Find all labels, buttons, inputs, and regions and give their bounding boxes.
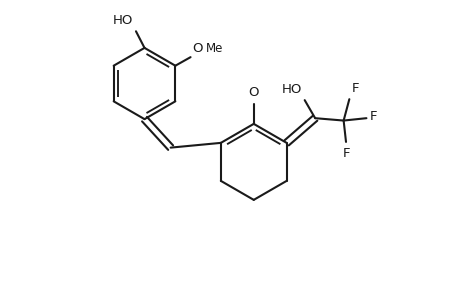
Text: O: O <box>192 42 202 55</box>
Text: F: F <box>369 110 377 123</box>
Text: F: F <box>351 82 358 95</box>
Text: Me: Me <box>205 42 223 55</box>
Text: HO: HO <box>113 14 133 28</box>
Text: F: F <box>341 147 349 160</box>
Text: HO: HO <box>281 83 302 96</box>
Text: O: O <box>248 86 258 99</box>
